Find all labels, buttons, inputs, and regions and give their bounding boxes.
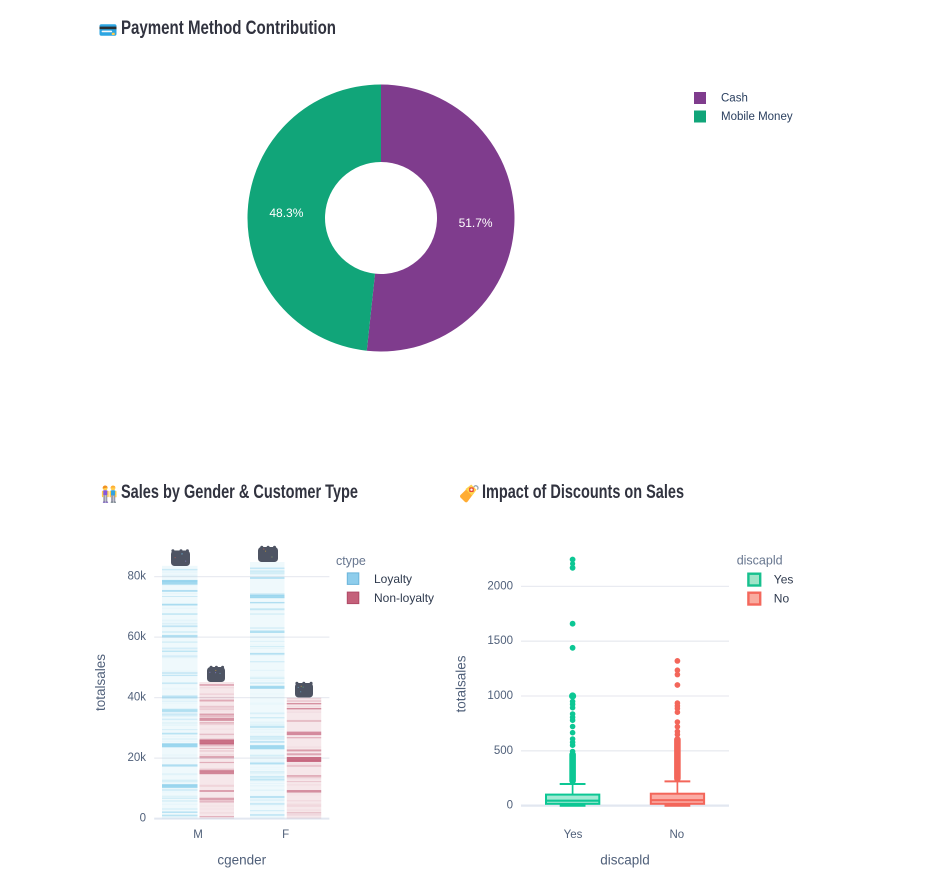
svg-text:Yes: Yes [774,573,794,587]
svg-text:No: No [774,592,790,606]
svg-text:No: No [669,829,684,841]
svg-text:2000: 2000 [487,580,513,592]
svg-text:discapld: discapld [600,853,650,868]
svg-text:Non-loyalty: Non-loyalty [374,591,434,605]
svg-text:Loyalty: Loyalty [374,572,412,586]
svg-text:cgender: cgender [217,853,266,868]
svg-text:48.3%: 48.3% [269,206,303,220]
svg-text:ctype: ctype [336,554,366,568]
svg-text:51.7%: 51.7% [459,216,493,230]
svg-text:totalsales: totalsales [93,654,108,711]
svg-text:500: 500 [494,745,513,757]
svg-text:80k: 80k [127,571,146,583]
svg-text:1500: 1500 [487,635,513,647]
svg-text:0: 0 [507,800,513,812]
svg-text:Mobile Money: Mobile Money [721,111,793,123]
svg-text:0: 0 [140,813,146,825]
svg-text:F: F [282,829,289,841]
svg-text:M: M [193,829,203,841]
svg-text:20k: 20k [127,752,146,764]
svg-text:Cash: Cash [721,93,748,105]
svg-text:60k: 60k [127,631,146,643]
svg-text:40k: 40k [127,692,146,704]
svg-text:discapld: discapld [737,554,783,568]
svg-text:1000: 1000 [487,690,513,702]
svg-text:Yes: Yes [564,829,583,841]
svg-text:totalsales: totalsales [454,655,469,712]
